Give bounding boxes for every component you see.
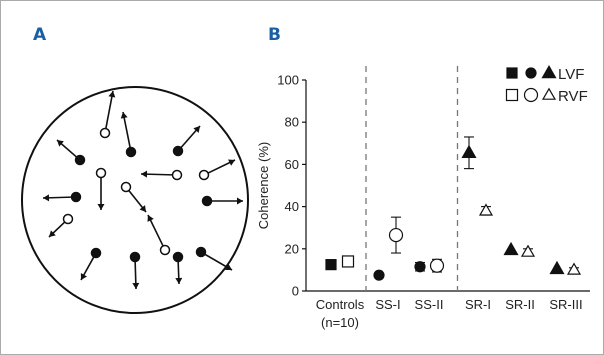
y-tick-label: 40 [285,199,299,214]
panel-a-label: A [33,25,47,45]
open-dot [95,167,107,179]
motion-arrowhead [49,230,56,237]
motion-arrowhead [147,215,154,222]
legend-circle-marker [525,67,537,79]
motion-arrowhead [225,263,232,271]
motion-arrowhead [141,170,148,178]
motion-arrowhead [108,91,116,98]
filled-dot [74,154,86,166]
filled-dot [172,251,184,263]
legend-triangle-marker [541,64,557,79]
data-point-rvf [520,244,536,257]
open-dot [62,213,74,225]
data-point-lvf [373,269,385,281]
motion-arrowhead [175,277,183,284]
motion-arrowhead [228,159,235,166]
data-point-lvf [503,241,519,256]
open-dot [99,127,111,139]
x-tick-label: SR-I [465,297,491,312]
motion-arrow-line [122,111,131,148]
motion-arrowhead [193,126,200,133]
aperture-circle [21,86,249,314]
motion-arrowhead [139,205,146,212]
y-tick-label: 0 [292,284,299,299]
motion-arrowhead [132,282,140,289]
y-tick-label: 20 [285,241,299,256]
filled-dot [90,247,102,259]
motion-arrowhead [237,197,243,205]
x-tick-sublabel: (n=10) [321,315,359,330]
x-tick-label: SR-III [549,297,582,312]
motion-arrowhead [43,194,50,202]
data-point-rvf [341,255,355,268]
open-dot [120,181,132,193]
filled-dot [195,246,207,258]
y-tick-label: 100 [277,73,299,88]
data-point-lvf [549,260,565,275]
open-dot [198,169,210,181]
legend-square-marker [505,88,519,102]
panel-b-label: B [268,25,281,45]
filled-dot [129,251,141,263]
x-tick-label: SS-I [375,297,400,312]
y-axis-title: Coherence (%) [256,142,271,229]
filled-dot [172,145,184,157]
open-dot [171,169,183,181]
y-tick-label: 80 [285,115,299,130]
motion-arrowhead [57,140,64,147]
motion-arrow-line [105,90,114,129]
filled-dot [125,146,137,158]
x-tick-label: Controls [316,297,365,312]
motion-arrowhead [120,112,128,119]
data-point-rvf [388,227,404,243]
motion-arrowhead [97,204,105,210]
data-point-lvf [414,261,426,273]
dot-field [42,90,243,290]
legend-triangle-marker [541,87,557,100]
data-point-lvf [325,259,337,271]
x-tick-label: SS-II [415,297,444,312]
filled-dot [70,191,82,203]
data-point-rvf [478,203,494,216]
data-point-rvf [566,262,582,275]
legend-label: LVF [558,66,584,83]
y-tick-label: 60 [285,157,299,172]
motion-arrowhead [80,273,87,280]
legend-circle-marker [523,87,539,103]
data-point-rvf [429,258,445,273]
data-point-lvf [461,144,477,159]
x-tick-label: SR-II [505,297,535,312]
open-dot [159,244,171,256]
legend-label: RVF [558,88,588,105]
legend-square-marker [506,67,518,79]
filled-dot [201,195,213,207]
